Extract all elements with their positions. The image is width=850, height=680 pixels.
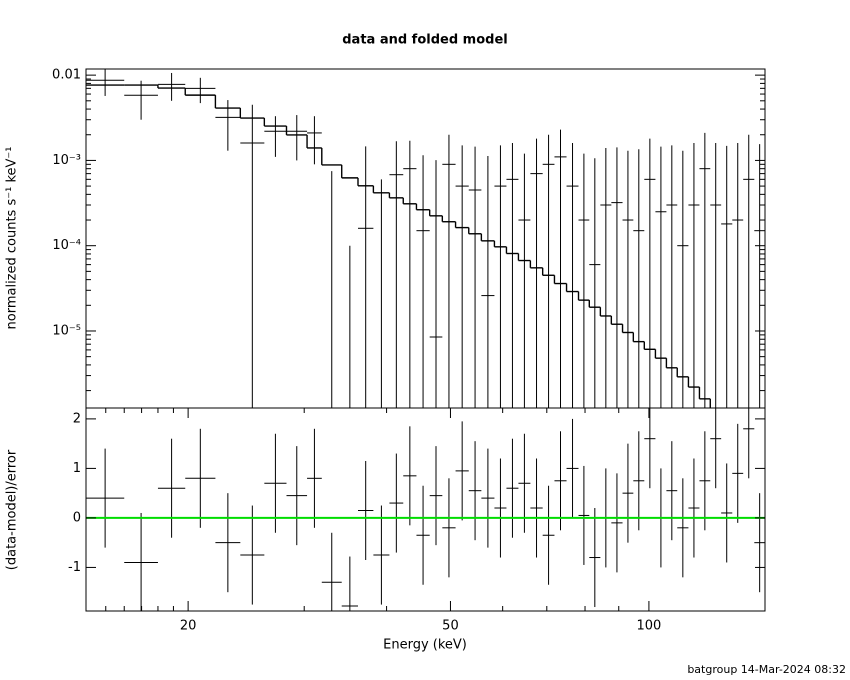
y-tick-label: 0 [73, 510, 81, 525]
footer: batgroup 14-Mar-2024 08:32 [687, 663, 846, 676]
x-axis-label: Energy (keV) [383, 638, 467, 653]
y-axis-label: normalized counts s⁻¹ keV⁻¹ [5, 147, 20, 330]
y-tick-label: 10⁻⁵ [52, 323, 81, 338]
y-axis-label: (data-model)/error [5, 449, 20, 570]
x-tick-label: 100 [636, 619, 661, 634]
y-tick-label: 10⁻³ [52, 153, 81, 168]
plot-area [86, 69, 765, 408]
plot-frame [85, 68, 766, 409]
y-tick-label: 2 [73, 411, 81, 426]
x-tick-label: 50 [442, 619, 459, 634]
plot-area [86, 408, 765, 611]
x-tick-label: 20 [180, 619, 197, 634]
y-tick-label: 0.01 [52, 68, 81, 83]
chart-title: data and folded model [342, 33, 508, 48]
y-tick-label: 10⁻⁴ [52, 238, 81, 253]
plot-frame [85, 407, 766, 612]
y-tick-label: -1 [68, 560, 81, 575]
y-tick-label: 1 [73, 461, 81, 476]
